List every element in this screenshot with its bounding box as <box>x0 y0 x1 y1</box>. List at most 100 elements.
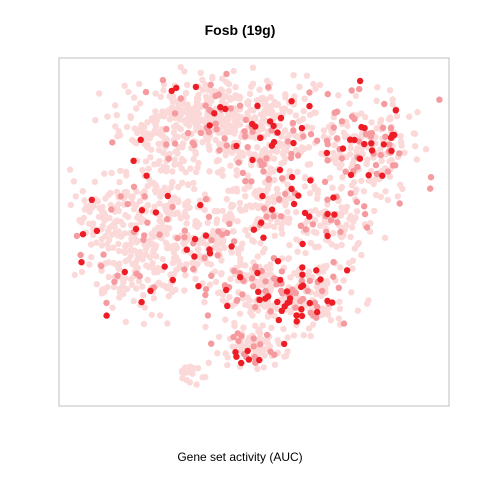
scatter-point <box>254 365 261 372</box>
scatter-point <box>260 205 268 212</box>
scatter-point <box>223 229 231 237</box>
scatter-point <box>327 217 335 224</box>
scatter-point <box>315 210 322 218</box>
scatter-point <box>104 284 111 291</box>
scatter-point <box>172 254 180 261</box>
scatter-point <box>360 188 368 195</box>
scatter-point <box>338 155 346 162</box>
scatter-point <box>139 283 146 290</box>
scatter-point <box>229 343 236 350</box>
scatter-point <box>353 186 360 193</box>
scatter-point <box>138 298 145 306</box>
scatter-point <box>313 290 320 297</box>
scatter-point <box>147 287 154 294</box>
scatter-point <box>342 168 349 175</box>
scatter-point <box>225 115 232 123</box>
scatter-point <box>139 256 146 263</box>
scatter-point <box>99 222 107 229</box>
scatter-point <box>212 278 220 286</box>
scatter-point <box>223 125 230 133</box>
scatter-point <box>123 188 130 196</box>
scatter-point <box>183 246 190 253</box>
scatter-point <box>389 101 396 108</box>
scatter-point <box>96 90 103 97</box>
scatter-point <box>255 288 262 295</box>
scatter-point <box>382 188 389 195</box>
scatter-point <box>315 243 322 250</box>
scatter-point <box>234 246 242 253</box>
scatter-point <box>116 178 123 186</box>
scatter-point <box>270 198 278 206</box>
scatter-point <box>116 294 123 301</box>
scatter-point <box>213 126 220 133</box>
scatter-point <box>306 213 313 220</box>
scatter-point <box>350 178 358 186</box>
scatter-point <box>78 219 85 226</box>
scatter-point <box>288 150 295 158</box>
scatter-point <box>228 302 236 310</box>
scatter-point <box>354 307 362 314</box>
scatter-point <box>261 352 268 359</box>
scatter-point <box>332 159 340 167</box>
scatter-point <box>307 177 314 184</box>
scatter-point <box>140 292 147 299</box>
scatter-point <box>144 134 151 142</box>
scatter-point <box>208 340 215 347</box>
scatter-point <box>263 263 270 271</box>
scatter-point <box>263 271 270 278</box>
scatter-point <box>253 97 261 104</box>
scatter-point <box>413 156 420 163</box>
scatter-point <box>351 115 358 123</box>
scatter-point <box>144 276 151 284</box>
scatter-point <box>169 203 176 211</box>
scatter-point <box>79 231 87 238</box>
scatter-point <box>324 232 331 240</box>
scatter-point <box>147 154 154 161</box>
scatter-point <box>141 304 148 311</box>
scatter-point <box>380 141 387 148</box>
x-axis-label: Gene set activity (AUC) <box>177 450 303 464</box>
scatter-point <box>115 265 123 272</box>
scatter-point <box>291 270 298 277</box>
scatter-point <box>349 257 357 264</box>
scatter-point <box>226 294 233 301</box>
scatter-point <box>286 295 294 302</box>
scatter-point <box>109 139 116 146</box>
scatter-point <box>157 93 164 101</box>
scatter-point <box>388 157 395 164</box>
scatter-point <box>239 240 246 247</box>
scatter-point <box>171 156 178 163</box>
scatter-point <box>128 281 136 288</box>
scatter-point <box>105 245 112 252</box>
scatter-point <box>81 206 89 213</box>
scatter-point <box>422 146 430 153</box>
scatter-point <box>136 80 143 88</box>
scatter-point <box>122 318 129 326</box>
scatter-point <box>331 141 338 149</box>
scatter-point <box>373 97 380 105</box>
scatter-point <box>377 193 385 201</box>
scatter-point <box>361 203 368 210</box>
scatter-point <box>227 211 234 218</box>
scatter-point <box>133 285 140 292</box>
scatter-point <box>347 144 354 152</box>
scatter-point <box>279 230 286 237</box>
scatter-point <box>284 138 292 145</box>
scatter-point <box>352 214 359 221</box>
scatter-point <box>290 139 297 147</box>
scatter-point <box>213 158 220 165</box>
scatter-point <box>180 239 187 247</box>
scatter-point <box>293 312 300 319</box>
scatter-point <box>111 278 118 285</box>
scatter-point <box>292 209 300 216</box>
scatter-point <box>281 353 288 360</box>
scatter-point <box>174 150 181 157</box>
scatter-point <box>241 128 248 135</box>
scatter-point <box>263 213 270 220</box>
scatter-point <box>133 239 140 246</box>
scatter-point <box>206 168 213 175</box>
scatter-point <box>235 337 242 345</box>
scatter-point <box>160 87 167 94</box>
scatter-point <box>218 257 225 264</box>
scatter-point <box>254 144 261 151</box>
